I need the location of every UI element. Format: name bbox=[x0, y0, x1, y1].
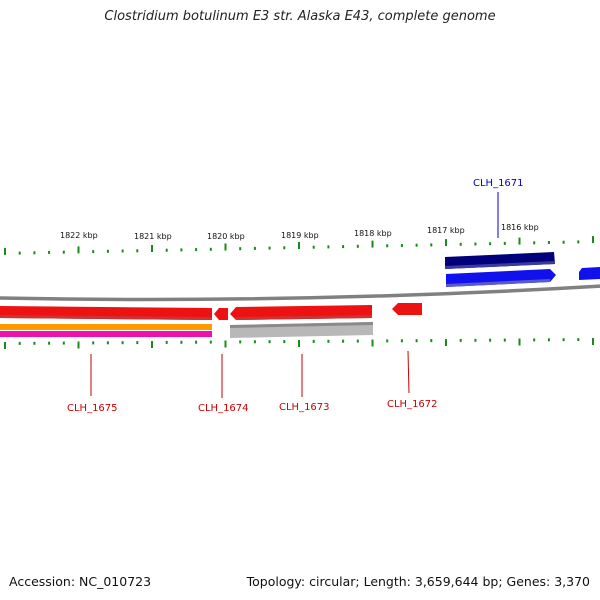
upper-scale-ticks bbox=[4, 236, 594, 255]
genome-title: Clostridium botulinum E3 str. Alaska E43… bbox=[104, 9, 496, 24]
scale-label-1819: 1819 kbp bbox=[281, 231, 319, 240]
gene-label-clh-1672[interactable]: CLH_1672 bbox=[387, 399, 438, 410]
magenta-feature-track bbox=[0, 331, 212, 337]
scale-label-1818: 1818 kbp bbox=[354, 229, 392, 238]
gene-label-clh-1674[interactable]: CLH_1674 bbox=[198, 403, 249, 414]
scale-label-1821: 1821 kbp bbox=[134, 232, 172, 241]
genome-summary-text: Topology: circular; Length: 3,659,644 bp… bbox=[246, 574, 590, 589]
gene-label-clh-1675[interactable]: CLH_1675 bbox=[67, 403, 118, 414]
gene-clh-1673[interactable] bbox=[230, 305, 372, 320]
lower-scale-ticks bbox=[4, 338, 594, 349]
gene-clh-1672[interactable] bbox=[392, 303, 422, 315]
accession-text: Accession: NC_010723 bbox=[9, 574, 152, 589]
leader-line-clh-1672 bbox=[407, 350, 410, 394]
gene-reverse-right-edge[interactable] bbox=[579, 267, 600, 280]
scale-label-1816: 1816 kbp bbox=[501, 223, 539, 232]
gene-clh-1675[interactable] bbox=[0, 306, 212, 320]
scale-label-1817: 1817 kbp bbox=[427, 226, 465, 235]
scale-label-1820: 1820 kbp bbox=[207, 232, 245, 241]
gene-clh-1674[interactable] bbox=[214, 308, 228, 320]
scale-label-1822: 1822 kbp bbox=[60, 231, 98, 240]
gene-clh-1671[interactable] bbox=[446, 269, 556, 287]
genome-backbone bbox=[0, 284, 600, 302]
gene-label-clh-1673[interactable]: CLH_1673 bbox=[279, 402, 330, 413]
gene-clh-1671-dark[interactable] bbox=[445, 252, 555, 269]
gene-label-clh-1671[interactable]: CLH_1671 bbox=[473, 178, 524, 189]
orange-feature-track bbox=[0, 324, 212, 330]
gray-feature-track bbox=[230, 322, 373, 338]
